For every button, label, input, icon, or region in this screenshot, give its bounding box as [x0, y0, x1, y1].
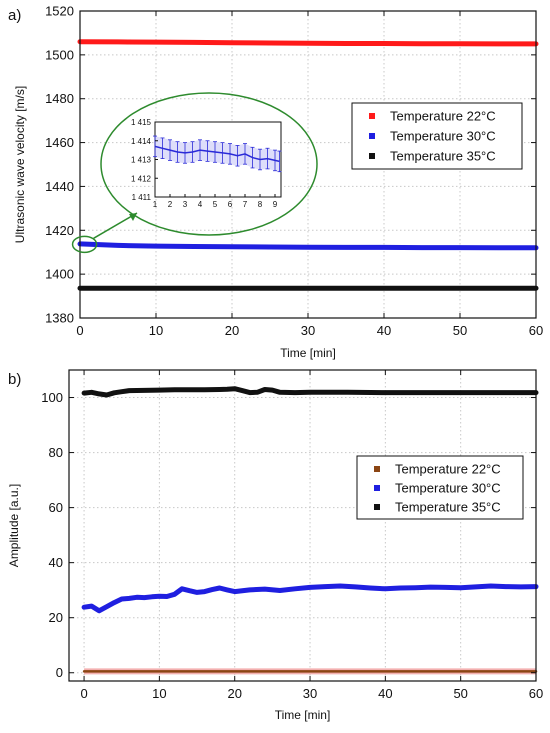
chart-0-ytick-label: 1420	[45, 223, 74, 238]
chart-1-ytick-label: 100	[41, 390, 63, 405]
chart-1-ytick-label: 40	[49, 555, 63, 570]
chart-0-inset-error-band	[155, 136, 280, 172]
chart-1-x-axis-title: Time [min]	[275, 708, 331, 722]
chart-1-series-line-1	[81, 583, 539, 614]
chart-0-inset-xtick-label: 7	[243, 200, 248, 209]
chart-0-legend-label-0: Temperature 22°C	[390, 109, 496, 124]
chart-0-xtick-label: 40	[377, 323, 391, 338]
chart-1-ytick-label: 0	[56, 665, 63, 680]
chart-0-inset-xtick-label: 2	[168, 200, 173, 209]
chart-0-inset-xtick-label: 9	[273, 200, 278, 209]
chart-0-xtick-label: 20	[225, 323, 239, 338]
chart-0-ytick-label: 1380	[45, 311, 74, 326]
chart-0-inset-xtick-label: 3	[183, 200, 188, 209]
chart-0-inset-ellipse	[100, 92, 318, 236]
chart-1-xtick-label: 20	[227, 686, 241, 701]
chart-0-legend-marker-0	[369, 113, 375, 119]
chart-0-ytick-label: 1500	[45, 47, 74, 62]
chart-0-inset-xtick-label: 5	[213, 200, 218, 209]
chart-0-ytick-label: 1480	[45, 91, 74, 106]
chart-1-xtick-label: 60	[529, 686, 543, 701]
chart-0-inset-ytick-label: 1 412	[131, 174, 152, 183]
chart-0-zoom-circle	[71, 235, 98, 254]
chart-1-legend-label-2: Temperature 35°C	[395, 500, 501, 515]
chart-1-legend-marker-2	[374, 504, 380, 510]
chart-1-legend-marker-0	[374, 466, 380, 472]
chart-1-xtick-label: 40	[378, 686, 392, 701]
chart-0-ytick-label: 1460	[45, 135, 74, 150]
chart-1-ytick-label: 60	[49, 500, 63, 515]
chart-0-inset-ytick-label: 1 413	[131, 156, 152, 165]
chart-0-inset-ytick-label: 1 415	[131, 118, 152, 127]
chart-1-legend-box	[356, 455, 524, 520]
chart-1-xtick-label: 10	[152, 686, 166, 701]
chart-0-zoom-arrow	[93, 212, 138, 239]
chart-0-x-axis-title: Time [min]	[280, 346, 336, 360]
chart-1-plot-frame	[68, 369, 537, 682]
chart-1-xtick-label: 50	[453, 686, 467, 701]
chart-0-ytick-label: 1400	[45, 267, 74, 282]
chart-0-zoom-arrowhead	[129, 213, 137, 221]
chart-1-ytick-label: 20	[49, 610, 63, 625]
chart-0-y-axis-title: Ultrasonic wave velocity [m/s]	[13, 86, 27, 243]
chart-0-legend-box	[351, 102, 523, 170]
chart-0-xtick-label: 50	[453, 323, 467, 338]
chart-0-inset-xtick-label: 1	[153, 200, 158, 209]
chart-0-inset-xtick-label: 6	[228, 200, 233, 209]
chart-1-xtick-label: 0	[80, 686, 87, 701]
chart-1-series-line-2	[81, 386, 539, 398]
chart-0-xtick-label: 30	[301, 323, 315, 338]
chart-0-series-line-0	[77, 39, 539, 47]
chart-0-legend-label-1: Temperature 30°C	[390, 129, 496, 144]
chart-0-inset-ytick-label: 1 414	[131, 137, 152, 146]
chart-0-xtick-label: 60	[529, 323, 543, 338]
chart-0-series-line-1	[77, 241, 539, 251]
chart-1-legend-label-0: Temperature 22°C	[395, 462, 501, 477]
chart-1-ytick-label: 80	[49, 445, 63, 460]
chart-1-legend-label-1: Temperature 30°C	[395, 481, 501, 496]
chart-0-legend-label-2: Temperature 35°C	[390, 149, 496, 164]
chart-0-legend-marker-1	[369, 133, 375, 139]
chart-0-inset-ytick-label: 1 411	[132, 193, 152, 202]
chart-0-xtick-label: 0	[76, 323, 83, 338]
chart-0-xtick-label: 10	[149, 323, 163, 338]
chart-0-inset-xtick-label: 8	[258, 200, 263, 209]
chart-1-xtick-label: 30	[303, 686, 317, 701]
chart-0-ytick-label: 1520	[45, 4, 74, 19]
chart-0-ytick-label: 1440	[45, 179, 74, 194]
chart-1-panel-label: b)	[8, 371, 21, 388]
chart-0-inset-xtick-label: 4	[198, 200, 203, 209]
chart-0-legend-marker-2	[369, 153, 375, 159]
chart-0-inset-line	[154, 145, 280, 163]
chart-1-legend-marker-1	[374, 485, 380, 491]
chart-0-panel-label: a)	[8, 7, 21, 24]
chart-1-y-axis-title: Amplitude [a.u.]	[7, 484, 21, 567]
